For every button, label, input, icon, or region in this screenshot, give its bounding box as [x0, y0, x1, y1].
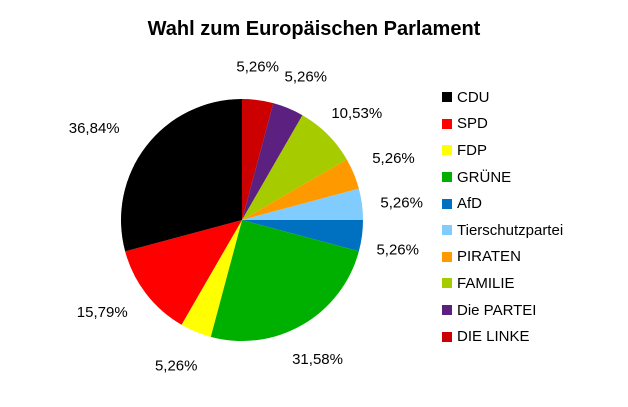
legend-swatch	[442, 145, 452, 156]
legend-swatch	[442, 305, 452, 316]
legend-label: FDP	[457, 141, 487, 159]
data-label-piraten: 5,26%	[372, 150, 415, 167]
legend-label: CDU	[457, 88, 490, 106]
pie-slice-fdp	[181, 220, 242, 337]
legend-label: PIRATEN	[457, 248, 521, 266]
legend-item: FDP	[442, 137, 563, 164]
legend-swatch	[442, 251, 452, 262]
legend-item: CDU	[442, 84, 563, 111]
legend-item: FAMILIE	[442, 270, 563, 297]
legend-item: Die PARTEI	[442, 297, 563, 324]
pie-slice-tierschutzpartei	[242, 188, 363, 220]
data-label-cdu: 36,84%	[69, 120, 120, 137]
data-label-fdp: 5,26%	[155, 358, 198, 375]
legend-item: SPD	[442, 111, 563, 138]
legend-item: AfD	[442, 190, 563, 217]
pie-slice-afd	[242, 219, 363, 252]
legend-swatch	[442, 278, 452, 289]
pie-slice-piraten	[242, 159, 359, 220]
pie-slice-cdu	[121, 99, 242, 252]
data-label-grüne: 31,58%	[292, 351, 343, 368]
legend-label: GRÜNE	[457, 168, 512, 186]
legend-item: Tierschutzpartei	[442, 217, 563, 244]
legend-swatch	[442, 225, 452, 236]
legend-swatch	[442, 172, 452, 183]
data-label-familie: 10,53%	[331, 105, 382, 122]
legend-label: DIE LINKE	[457, 328, 530, 346]
pie-slice-familie	[242, 115, 347, 220]
legend-swatch	[442, 118, 452, 129]
legend-swatch	[442, 198, 452, 209]
pie-slice-die-linke	[242, 99, 274, 220]
legend-label: Die PARTEI	[457, 301, 537, 319]
legend-label: FAMILIE	[457, 274, 515, 292]
data-label-die-linke: 5,26%	[236, 58, 279, 75]
legend-swatch	[442, 331, 452, 342]
data-label-afd: 5,26%	[376, 242, 419, 259]
pie-slice-spd	[125, 220, 242, 325]
legend-item: PIRATEN	[442, 244, 563, 271]
data-label-die-partei: 5,26%	[284, 68, 327, 85]
legend-label: SPD	[457, 115, 488, 133]
legend-item: GRÜNE	[442, 164, 563, 191]
legend-label: Tierschutzpartei	[457, 221, 564, 239]
pie-slice-grüne	[210, 220, 359, 341]
legend: CDU SPD FDP GRÜNE AfD Tierschutzpartei PIRATEN…	[442, 84, 563, 350]
data-label-tierschutzpartei: 5,26%	[380, 194, 423, 211]
legend-swatch	[442, 92, 452, 103]
legend-label: AfD	[457, 195, 483, 213]
data-label-spd: 15,79%	[77, 304, 128, 321]
pie-slice-die-partei	[242, 103, 303, 220]
legend-item: DIE LINKE	[442, 323, 563, 350]
chart-title: Wahl zum Europäischen Parlament	[147, 18, 481, 40]
